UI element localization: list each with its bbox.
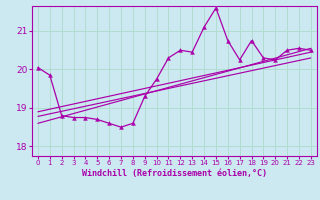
X-axis label: Windchill (Refroidissement éolien,°C): Windchill (Refroidissement éolien,°C) xyxy=(82,169,267,178)
